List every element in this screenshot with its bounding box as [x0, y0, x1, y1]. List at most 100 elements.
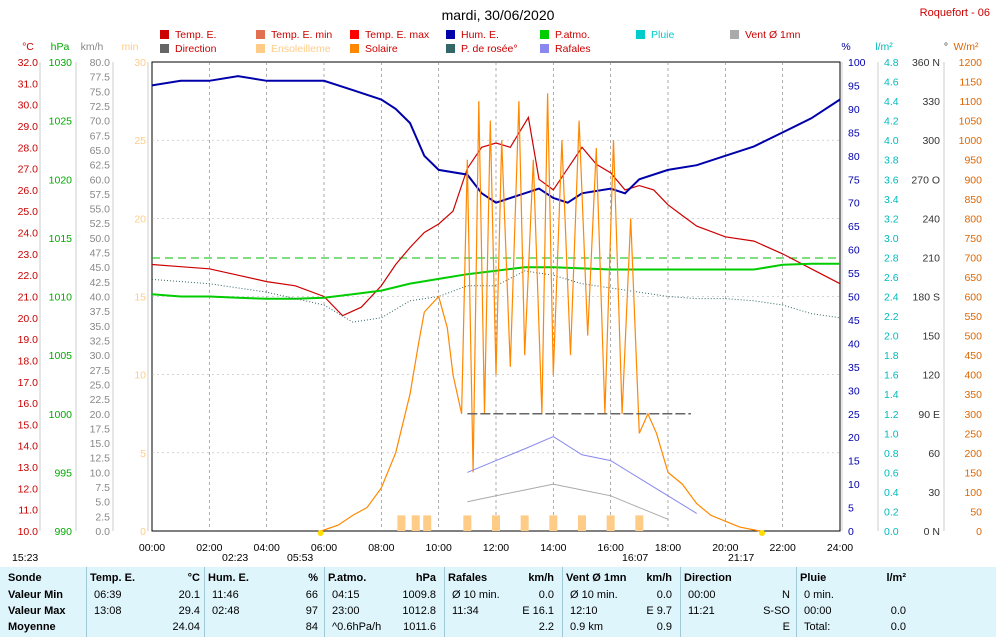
column-separator [562, 567, 563, 637]
axis-tick-label: 360 N [912, 57, 940, 69]
table-cell-value: S-SO [763, 605, 790, 617]
axis-tick-label: 150 [964, 467, 982, 479]
legend-swatch [350, 44, 359, 53]
axis-tick-label: 1100 [959, 96, 982, 108]
table-row-label: Valeur Min [8, 589, 64, 601]
axis-tick-label: 3.2 [884, 213, 899, 225]
axis-tick-label: 30 [928, 487, 940, 499]
legend-swatch [730, 30, 739, 39]
axis-tick-label: 250 [964, 428, 982, 440]
legend-label: Rafales [555, 43, 591, 55]
legend-label: Direction [175, 43, 217, 55]
axis-tick-label: 1.8 [884, 350, 899, 362]
axis-tick-label: 650 [964, 272, 982, 284]
sunshine-bar [578, 515, 586, 531]
x-tick-label: 02:00 [196, 542, 222, 554]
table-cell-value: 0.0 [538, 589, 554, 601]
axis-tick-label: 400 [964, 370, 982, 382]
axis-tick-label: 22.5 [90, 394, 111, 406]
axis-tick-label: 2.4 [884, 292, 899, 304]
axis-tick-label: 32.0 [18, 57, 39, 69]
axis-tick-label: 57.5 [90, 189, 111, 201]
axis-tick-label: 1025 [49, 116, 73, 128]
axis-tick-label: 20.0 [18, 313, 39, 325]
axis-tick-label: 1150 [959, 77, 982, 89]
axis-tick-label: 32.5 [90, 335, 111, 347]
axis-tick-label: 65.0 [90, 145, 111, 157]
axis-tick-label: 70 [848, 198, 860, 210]
table-cell-time: 0 min. [804, 589, 834, 601]
legend-swatch [446, 30, 455, 39]
axis-tick-label: 0.2 [884, 506, 899, 518]
axis-tick-label: 0 N [924, 526, 940, 538]
legend-swatch [160, 44, 169, 53]
axis-tick-label: 14.0 [18, 441, 39, 453]
moon-time-1: 02:23 [222, 552, 248, 564]
table-cell-value: 0.9 [656, 621, 672, 633]
axis-tick-label: 990 [54, 526, 72, 538]
moon-time-2: 16:07 [622, 552, 648, 564]
axis-tick-label: 55 [848, 268, 860, 280]
table-column-unit: l/m² [886, 572, 906, 584]
axis-unit: % [841, 41, 850, 53]
axis-tick-label: 75 [848, 174, 860, 186]
series-line-p-atmo- [151, 262, 840, 300]
axis-tick-label: 18.0 [18, 355, 39, 367]
legend-label: Solaire [365, 43, 398, 55]
axis-tick-label: 20 [134, 213, 146, 225]
axis-tick-label: 35 [848, 362, 860, 374]
table-cell-value: E 16.1 [522, 605, 554, 617]
legend-label: P. de rosée° [461, 43, 518, 55]
axis-unit: min [122, 41, 139, 53]
axis-tick-label: 0 [848, 526, 854, 538]
axis-tick-label: 2.0 [884, 331, 899, 343]
axis-tick-label: 37.5 [90, 306, 111, 318]
axis-tick-label: 4.6 [884, 77, 899, 89]
axis-tick-label: 72.5 [90, 101, 111, 113]
axis-tick-label: 40 [848, 338, 860, 350]
legend-swatch [256, 44, 265, 53]
table-cell-time: ^0.6hPa/h [332, 621, 382, 633]
axis-tick-label: 65 [848, 221, 860, 233]
axis-tick-label: 1030 [49, 57, 73, 69]
axis-tick-label: 0.8 [884, 448, 899, 460]
table-cell-value: 20.1 [178, 589, 200, 601]
axis-tick-label: 25.0 [18, 206, 39, 218]
axis-tick-label: 210 [922, 252, 940, 264]
sunset-time: 21:17 [728, 552, 754, 564]
axis-tick-label: 800 [964, 213, 982, 225]
axis-tick-label: 3.4 [884, 194, 899, 206]
legend-swatch [256, 30, 265, 39]
axis-tick-label: 7.5 [95, 482, 110, 494]
axis-tick-label: 3.0 [884, 233, 899, 245]
x-tick-label: 08:00 [368, 542, 394, 554]
sunrise-icon [317, 530, 324, 536]
column-separator [680, 567, 681, 637]
left-time-label: 15:23 [12, 552, 38, 564]
axis-tick-label: 90 E [918, 409, 940, 421]
axis-unit: km/h [81, 41, 104, 53]
column-separator [204, 567, 205, 637]
series-line-hum-e- [151, 75, 841, 204]
axis-tick-label: 1015 [49, 233, 73, 245]
chart-title: mardi, 30/06/2020 [442, 7, 555, 23]
axis-tick-label: 31.0 [18, 78, 39, 90]
axis-tick-label: 15 [134, 292, 146, 304]
axis-tick-label: 30 [848, 385, 860, 397]
table-cell-time: 06:39 [94, 589, 122, 601]
table-column-header: P.atmo. [328, 572, 367, 584]
table-cell-time: 23:00 [332, 605, 360, 617]
axis-tick-label: 12.0 [18, 483, 39, 495]
table-cell-value: N [782, 589, 790, 601]
table-cell-time: Ø 10 min. [570, 589, 618, 601]
axis-tick-label: 15.0 [90, 438, 111, 450]
axis-tick-label: 21.0 [18, 292, 39, 304]
table-cell-time: 13:08 [94, 605, 122, 617]
table-cell-value: 29.4 [178, 605, 200, 617]
table-column-header: Rafales [448, 572, 488, 584]
axis-unit: ° [944, 41, 948, 53]
legend-swatch [636, 30, 645, 39]
axis-tick-label: 50.0 [90, 233, 111, 245]
legend-label: Temp. E. max [365, 29, 430, 41]
axis-tick-label: 1000 [49, 409, 73, 421]
